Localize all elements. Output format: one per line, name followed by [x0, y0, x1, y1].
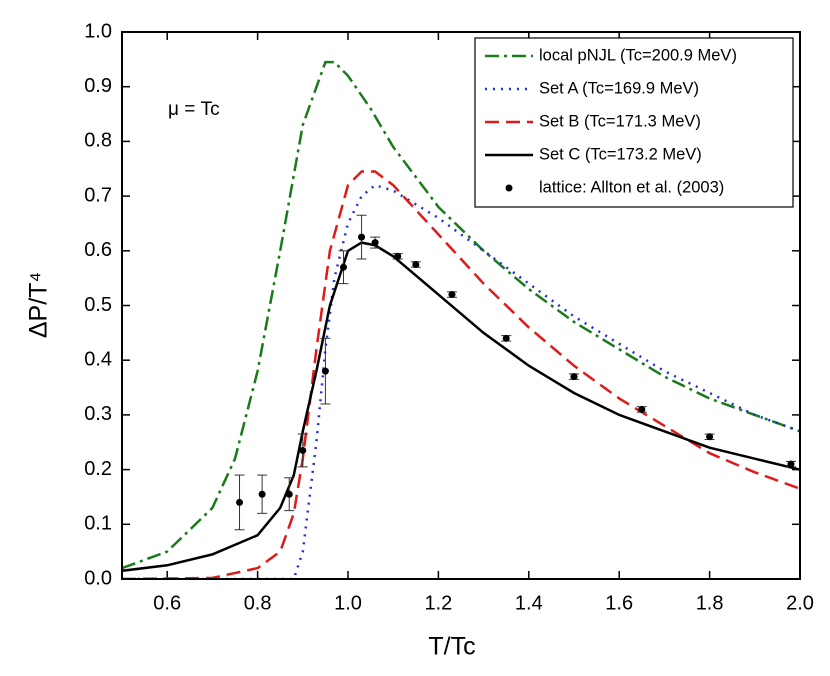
data-point: [236, 498, 244, 506]
x-tick-label: 2.0: [786, 592, 814, 614]
data-point: [339, 263, 347, 271]
x-tick-label: 1.0: [334, 592, 362, 614]
data-point: [321, 367, 329, 375]
y-tick-label: 0.0: [84, 567, 112, 589]
y-tick-label: 0.7: [84, 184, 112, 206]
data-point: [285, 490, 293, 498]
legend-marker: [505, 184, 513, 192]
data-point: [371, 239, 379, 247]
data-point: [638, 405, 646, 413]
data-point: [502, 334, 510, 342]
legend-label: local pNJL (Tc=200.9 MeV): [539, 46, 737, 64]
y-axis-title: ΔP/T⁴: [25, 272, 53, 338]
x-axis-title: T/Tc: [428, 633, 475, 661]
y-tick-label: 0.9: [84, 75, 112, 97]
data-point: [412, 260, 420, 268]
data-point: [570, 373, 578, 381]
data-point: [358, 233, 366, 241]
plot-frame: [121, 31, 801, 580]
annotation: μ = Tc: [168, 99, 220, 120]
x-tick-label: 1.2: [424, 592, 452, 614]
data-point: [706, 433, 714, 441]
data-point: [394, 252, 402, 260]
y-tick-label: 0.5: [84, 294, 112, 316]
curve: [122, 170, 800, 579]
y-tick-label: 0.6: [84, 239, 112, 261]
curve: [122, 60, 800, 570]
x-tick-label: 1.4: [515, 592, 543, 614]
curve: [122, 241, 800, 573]
y-tick-label: 0.3: [84, 403, 112, 425]
x-tick-label: 1.6: [605, 592, 633, 614]
data-point: [787, 460, 795, 468]
legend-label: Set C (Tc=173.2 MeV): [539, 145, 702, 163]
legend-label: Set B (Tc=171.3 MeV): [539, 112, 701, 130]
legend-label: Set A (Tc=169.9 MeV): [539, 79, 699, 97]
data-point: [299, 446, 307, 454]
y-tick-label: 0.1: [84, 513, 112, 535]
curve: [122, 183, 800, 579]
y-tick-label: 0.8: [84, 130, 112, 152]
y-tick-label: 0.2: [84, 458, 112, 480]
x-tick-label: 0.8: [244, 592, 272, 614]
x-tick-label: 1.8: [696, 592, 724, 614]
legend-label: lattice: Allton et al. (2003): [539, 178, 724, 196]
y-tick-label: 0.4: [84, 348, 112, 370]
y-tick-label: 1.0: [84, 20, 112, 42]
data-point: [448, 291, 456, 299]
data-point: [258, 490, 266, 498]
x-tick-label: 0.6: [153, 592, 181, 614]
